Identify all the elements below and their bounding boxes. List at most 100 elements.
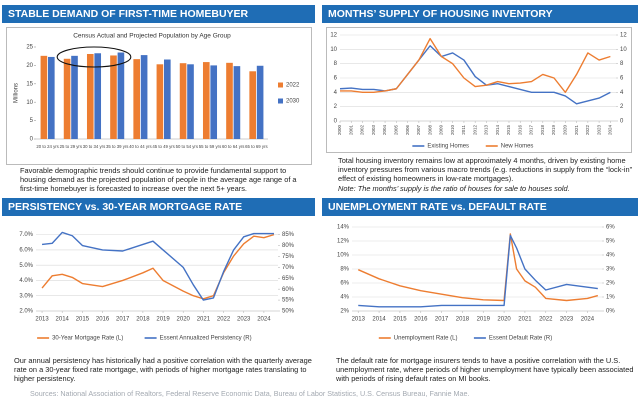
x-tick-label: 20 to 24 yrs <box>36 144 58 149</box>
x-tick-label: 2022 <box>585 125 590 136</box>
x-tick-label: 45 to 49 yrs <box>152 144 174 149</box>
bar <box>210 65 218 139</box>
y2-tick-label: 0 <box>620 119 624 125</box>
chart: 2% 4% 6% 8% 10% 12% 14% 0% 1% 2% 3% 4% 5% 6% 2013 2014 2… <box>337 225 615 342</box>
bar <box>40 55 48 139</box>
bar <box>94 53 102 140</box>
x-tick-label: 2019 <box>156 317 170 323</box>
x-tick-label: 2013 <box>484 125 489 136</box>
x-tick-label: 2001 <box>348 125 353 136</box>
x-tick-label: 2011 <box>461 125 466 135</box>
x-tick-label: 2023 <box>560 317 574 323</box>
x-tick-label: 2022 <box>539 317 553 323</box>
y-tick-label: 20 <box>26 63 33 69</box>
y-tick-label: 6% <box>340 281 349 287</box>
x-tick-label: 2005 <box>394 125 399 136</box>
bar <box>226 62 233 139</box>
chart-frame <box>6 27 312 165</box>
x-tick-label: 2012 <box>472 125 477 136</box>
x-tick-label: 2023 <box>596 125 601 136</box>
y-tick-label: 4% <box>340 295 349 301</box>
legend-swatch <box>278 82 283 88</box>
caption: Favorable demographic trends should cont… <box>20 166 297 194</box>
x-tick-label: 50 to 54 yrs <box>176 144 198 149</box>
panel-header: STABLE DEMAND OF FIRST-TIME HOMEBUYER PO… <box>2 5 315 38</box>
caption: The default rate for mortgage insurers t… <box>336 356 634 384</box>
bar <box>117 52 125 139</box>
y2-tick-label: 80% <box>282 243 295 249</box>
x-tick-label: 2009 <box>439 125 444 136</box>
note: Note: The months’ supply is the ratio of… <box>338 183 570 193</box>
y-tick-label: 2% <box>340 309 349 315</box>
panel-header: UNEMPLOYMENT RATE vs. DEFAULT RATE <box>322 198 638 216</box>
bar <box>133 59 140 140</box>
highlight-ellipse <box>56 46 132 68</box>
bar <box>233 66 241 139</box>
y-tick-label: 10 <box>26 100 33 106</box>
x-tick-label: 2007 <box>416 125 421 136</box>
legend-label: 30-Year Mortgage Rate (L) <box>52 336 123 342</box>
x-tick-label: 2021 <box>197 317 211 323</box>
y2-tick-label: 50% <box>282 309 295 315</box>
y-tick-label: 4.0% <box>19 278 33 284</box>
bar <box>187 64 194 139</box>
bar <box>63 58 71 139</box>
y-tick-label: 0 <box>30 137 34 143</box>
x-tick-label: 2018 <box>540 125 545 136</box>
panel-header: MONTHS’ SUPPLY OF HOUSING INVENTORY <box>322 5 638 23</box>
x-tick-label: 2017 <box>116 317 130 323</box>
bar <box>140 55 148 139</box>
x-tick-label: 2024 <box>257 317 271 323</box>
line-series <box>340 37 611 94</box>
y2-tick-label: 2% <box>606 281 615 287</box>
bar <box>86 53 94 139</box>
y-tick-label: 3.0% <box>19 293 33 299</box>
x-tick-label: 2015 <box>76 317 90 323</box>
x-tick-label: 2021 <box>518 317 532 323</box>
chart: 0 2 4 6 8 10 12 0 2 4 6 8 10 12 2000 2001 2002 2003 2004 20… <box>326 27 632 153</box>
x-tick-label: 2004 <box>382 125 387 136</box>
y-tick-label: 5.0% <box>19 263 33 269</box>
x-tick-label: 2020 <box>562 125 567 136</box>
x-tick-label: 2010 <box>450 125 455 136</box>
y2-tick-label: 8 <box>620 61 624 67</box>
line-series <box>358 234 598 308</box>
legend-label: Unemployment Rate (L) <box>394 336 458 342</box>
y2-tick-label: 70% <box>282 265 295 271</box>
x-tick-label: 2024 <box>581 317 595 323</box>
x-tick-label: 2014 <box>372 317 386 323</box>
chart: 2.0% 3.0% 4.0% 5.0% 6.0% 7.0% 50% 55% 60% 65% 70% 7… <box>19 231 295 342</box>
legend-label: New Homes <box>501 144 534 150</box>
y-tick-label: 12% <box>337 239 350 245</box>
y-axis-label: Millions <box>14 83 20 103</box>
x-tick-label: 2020 <box>177 317 191 323</box>
caption: Our annual persistency has historically … <box>14 356 312 384</box>
x-tick-label: 40 to 44 yrs <box>129 144 151 149</box>
x-tick-label: 2024 <box>608 125 613 136</box>
bar <box>71 55 78 139</box>
y-tick-label: 10% <box>337 253 350 259</box>
legend-label: Essent Default Rate (R) <box>489 336 552 342</box>
y2-tick-label: 2 <box>620 104 624 110</box>
y2-tick-label: 55% <box>282 298 295 304</box>
chart: Census Actual and Projected Population b… <box>6 27 312 165</box>
legend-label: 2022 <box>286 83 300 89</box>
x-tick-label: 2016 <box>517 125 522 136</box>
legend-label: Essent Annualized Persistency (R) <box>160 336 252 342</box>
x-tick-label: 2002 <box>360 125 365 136</box>
y-tick-label: 6.0% <box>19 247 33 253</box>
x-tick-label: 25 to 29 yrs <box>60 144 82 149</box>
line-series <box>357 233 599 302</box>
bar <box>179 63 187 139</box>
y-tick-label: 2 <box>334 104 338 110</box>
legend-swatch <box>278 98 283 104</box>
y2-tick-label: 65% <box>282 276 295 282</box>
y2-tick-label: 6 <box>620 76 624 82</box>
x-tick-label: 2015 <box>393 317 407 323</box>
y2-tick-label: 0% <box>606 309 615 315</box>
y2-tick-label: 4% <box>606 253 615 259</box>
bar <box>164 59 171 139</box>
bar <box>256 65 264 139</box>
x-tick-label: 60 to 64 yrs <box>222 144 244 149</box>
x-tick-label: 2014 <box>495 125 500 136</box>
